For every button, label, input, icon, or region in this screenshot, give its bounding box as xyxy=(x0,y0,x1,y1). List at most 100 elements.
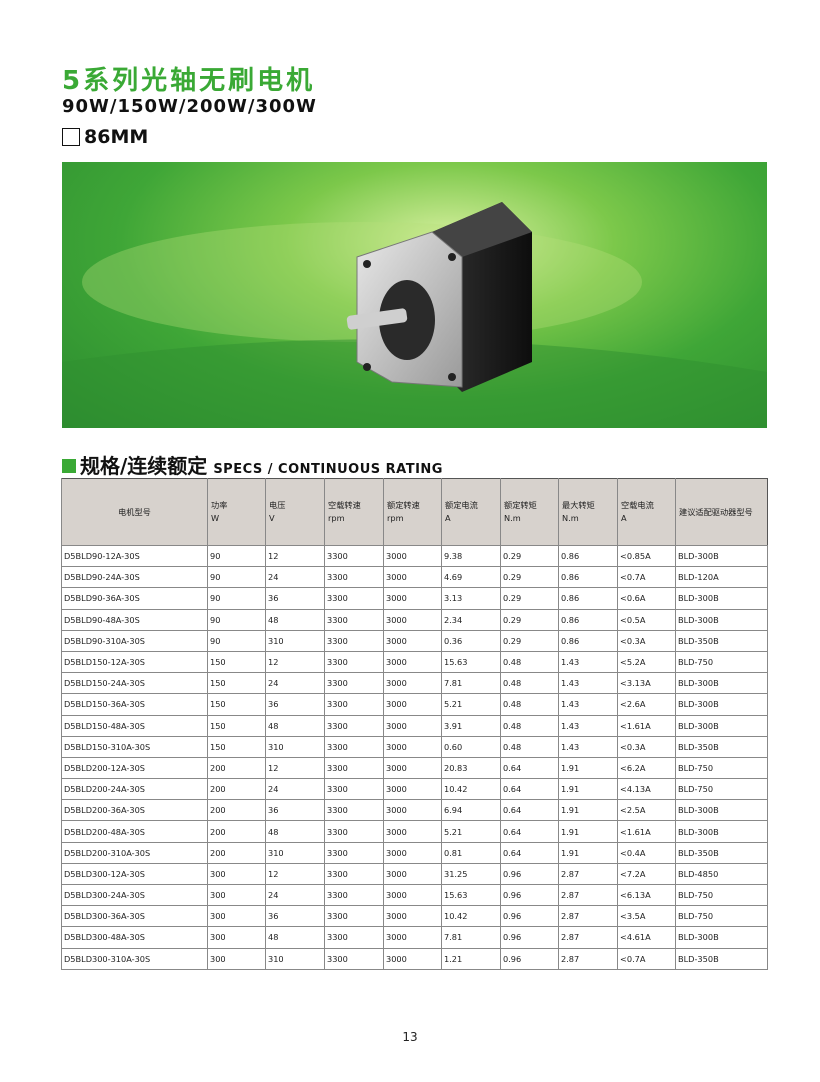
column-header-label: 额定转矩 xyxy=(504,500,537,510)
table-cell: 150 xyxy=(207,672,266,695)
table-cell: 3300 xyxy=(324,608,384,631)
table-row: D5BLD200-12A-30S 200 12 3300 3000 20.83 0.64 1.… xyxy=(61,756,768,780)
table-cell: 3000 xyxy=(383,544,442,568)
table-cell: 3300 xyxy=(324,820,384,843)
table-cell: 3300 xyxy=(324,714,384,737)
table-cell: 150 xyxy=(207,693,266,716)
table-cell: <0.85A xyxy=(617,544,676,568)
table-cell: <1.61A xyxy=(617,820,676,843)
table-cell: D5BLD90-12A-30S xyxy=(61,544,208,568)
table-cell: 3000 xyxy=(383,883,442,907)
table-cell: 24 xyxy=(265,883,325,907)
table-cell: D5BLD200-48A-30S xyxy=(61,820,208,843)
table-cell: 0.36 xyxy=(441,629,501,652)
page-number: 13 xyxy=(402,1030,418,1044)
table-cell: <6.13A xyxy=(617,883,676,907)
table-cell: 2.87 xyxy=(558,947,618,970)
table-cell: 0.86 xyxy=(558,544,618,568)
table-header-row: 电机型号 功率 W 电压 V 空载转速 rpm 额定转速 rpm 额定电流 A 额定转矩 N.m 最大转矩… xyxy=(61,478,768,546)
table-cell: 48 xyxy=(265,714,325,737)
column-header: 建议适配驱动器型号 xyxy=(675,478,768,546)
table-row: D5BLD150-36A-30S 150 36 3300 3000 5.21 0.48 1.4… xyxy=(61,693,768,716)
table-cell: 2.87 xyxy=(558,926,618,949)
table-cell: 3300 xyxy=(324,650,384,674)
table-cell: 3000 xyxy=(383,756,442,780)
table-cell: <0.7A xyxy=(617,566,676,589)
table-cell: 3.13 xyxy=(441,587,501,610)
table-cell: D5BLD300-36A-30S xyxy=(61,905,208,928)
table-cell: <6.2A xyxy=(617,756,676,780)
column-header-label: 空载转速 xyxy=(328,500,361,510)
table-cell: 12 xyxy=(265,862,325,886)
table-cell: 3000 xyxy=(383,566,442,589)
column-header: 额定电流 A xyxy=(441,478,501,546)
square-icon xyxy=(62,128,80,146)
table-cell: 36 xyxy=(265,587,325,610)
table-cell: 0.48 xyxy=(500,693,559,716)
table-cell: D5BLD90-48A-30S xyxy=(61,608,208,631)
table-cell: 3300 xyxy=(324,778,384,801)
table-cell: D5BLD300-12A-30S xyxy=(61,862,208,886)
table-cell: 310 xyxy=(265,841,325,864)
table-cell: D5BLD150-24A-30S xyxy=(61,672,208,695)
table-cell: BLD-350B xyxy=(675,735,768,758)
column-header-unit: A xyxy=(445,513,451,523)
frame-size: 86MM xyxy=(62,126,148,148)
table-cell: 3300 xyxy=(324,905,384,928)
table-cell: 310 xyxy=(265,947,325,970)
table-cell: 10.42 xyxy=(441,905,501,928)
table-cell: 3000 xyxy=(383,841,442,864)
table-cell: 3300 xyxy=(324,756,384,780)
table-cell: 0.86 xyxy=(558,566,618,589)
column-header-unit: N.m xyxy=(504,513,521,523)
table-cell: 1.91 xyxy=(558,778,618,801)
table-cell: 300 xyxy=(207,926,266,949)
table-cell: BLD-350B xyxy=(675,947,768,970)
table-cell: BLD-750 xyxy=(675,650,768,674)
table-cell: <0.6A xyxy=(617,587,676,610)
table-cell: 0.81 xyxy=(441,841,501,864)
table-cell: D5BLD150-12A-30S xyxy=(61,650,208,674)
table-cell: 0.64 xyxy=(500,820,559,843)
section-title-en: SPECS / CONTINUOUS RATING xyxy=(213,462,443,477)
table-cell: 3300 xyxy=(324,544,384,568)
table-cell: <0.3A xyxy=(617,629,676,652)
table-cell: <0.7A xyxy=(617,947,676,970)
table-cell: BLD-120A xyxy=(675,566,768,589)
table-cell: 200 xyxy=(207,799,266,822)
table-cell: 48 xyxy=(265,926,325,949)
table-cell: 1.43 xyxy=(558,693,618,716)
column-header-unit: V xyxy=(269,513,275,523)
table-cell: D5BLD150-310A-30S xyxy=(61,735,208,758)
table-cell: 0.64 xyxy=(500,756,559,780)
table-cell: 1.43 xyxy=(558,714,618,737)
table-cell: 24 xyxy=(265,566,325,589)
table-cell: 24 xyxy=(265,778,325,801)
table-cell: 150 xyxy=(207,714,266,737)
table-cell: D5BLD90-310A-30S xyxy=(61,629,208,652)
column-header: 空载电流 A xyxy=(617,478,676,546)
table-cell: D5BLD200-36A-30S xyxy=(61,799,208,822)
table-cell: 3000 xyxy=(383,799,442,822)
column-header-unit: rpm xyxy=(328,513,345,523)
table-cell: 300 xyxy=(207,905,266,928)
table-cell: <0.3A xyxy=(617,735,676,758)
table-cell: 0.29 xyxy=(500,566,559,589)
table-cell: <7.2A xyxy=(617,862,676,886)
table-cell: 5.21 xyxy=(441,693,501,716)
table-cell: 3000 xyxy=(383,926,442,949)
table-cell: 3000 xyxy=(383,905,442,928)
table-cell: D5BLD300-24A-30S xyxy=(61,883,208,907)
table-cell: 15.63 xyxy=(441,650,501,674)
table-row: D5BLD90-12A-30S 90 12 3300 3000 9.38 0.29 0.86 <… xyxy=(61,544,768,568)
table-cell: 0.86 xyxy=(558,587,618,610)
table-cell: <1.61A xyxy=(617,714,676,737)
table-cell: 0.96 xyxy=(500,947,559,970)
green-square-icon xyxy=(62,459,76,473)
table-cell: 310 xyxy=(265,735,325,758)
table-cell: BLD-300B xyxy=(675,799,768,822)
column-header: 最大转矩 N.m xyxy=(558,478,618,546)
table-cell: 2.87 xyxy=(558,905,618,928)
table-cell: BLD-300B xyxy=(675,926,768,949)
table-row: D5BLD300-24A-30S 300 24 3300 3000 15.63 0.96 2.… xyxy=(61,883,768,907)
